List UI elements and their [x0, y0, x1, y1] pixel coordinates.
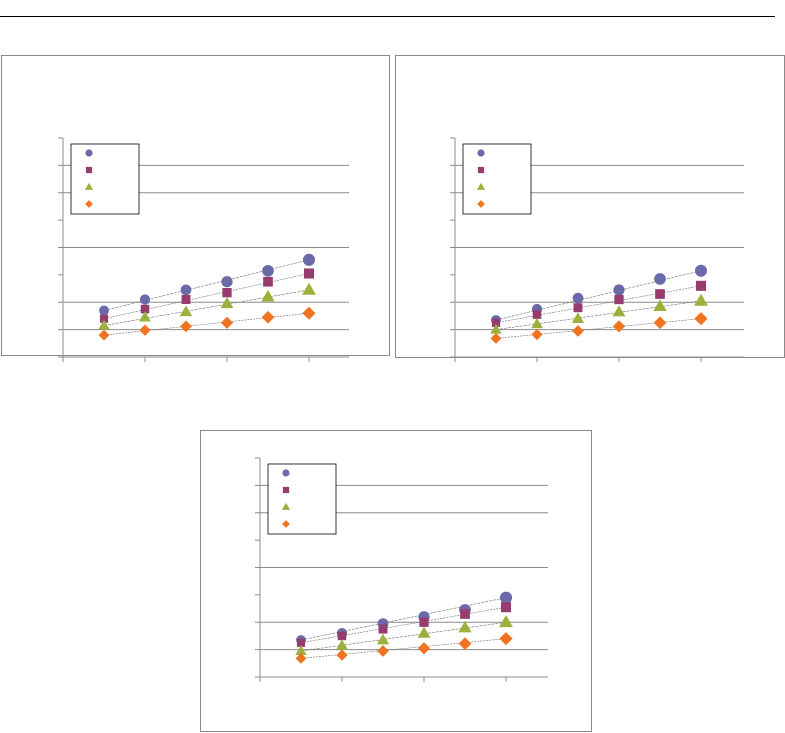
trend-line — [103, 289, 310, 326]
data-point — [614, 294, 624, 305]
data-point — [417, 642, 431, 655]
data-point — [532, 310, 542, 319]
data-point — [531, 318, 543, 329]
legend-marker — [282, 520, 290, 528]
trend-line — [300, 597, 507, 641]
legend — [70, 143, 140, 215]
data-point — [499, 591, 513, 604]
data-point — [378, 624, 388, 634]
legend-marker — [85, 166, 93, 174]
trend-line — [103, 273, 310, 319]
data-point — [336, 649, 348, 661]
legend-marker — [282, 469, 290, 477]
data-point — [654, 273, 666, 285]
data-point — [377, 645, 389, 657]
legend-marker — [477, 166, 485, 174]
chart-2-plot — [450, 137, 744, 362]
trend-line — [495, 270, 702, 321]
data-point — [263, 276, 273, 287]
data-point — [694, 293, 708, 306]
data-point — [261, 289, 275, 302]
trend-line — [495, 318, 702, 339]
data-point — [571, 312, 585, 323]
data-point — [376, 633, 390, 645]
legend-marker — [84, 182, 94, 190]
data-point — [612, 320, 626, 333]
data-point — [295, 645, 307, 655]
data-point — [500, 602, 512, 613]
data-point — [261, 310, 275, 324]
chart-panel-3 — [200, 430, 592, 732]
trend-line — [103, 259, 310, 311]
data-point — [572, 292, 584, 304]
data-point — [613, 284, 625, 296]
data-point — [139, 324, 151, 336]
data-point — [140, 304, 150, 314]
data-point — [491, 318, 501, 327]
data-point — [181, 295, 191, 304]
data-point — [499, 615, 513, 628]
data-point — [336, 639, 348, 650]
trend-line — [495, 300, 702, 330]
data-point — [572, 325, 584, 337]
chart-1-plot — [58, 137, 349, 362]
data-point — [695, 280, 707, 291]
trend-line — [300, 606, 507, 644]
data-point — [655, 289, 665, 299]
data-point — [490, 332, 502, 344]
chart-3-plot — [255, 457, 548, 682]
trend-line — [300, 638, 507, 659]
data-point — [180, 284, 192, 296]
data-point — [303, 268, 315, 279]
legend-marker — [281, 502, 291, 510]
data-point — [417, 626, 431, 638]
legend-marker — [85, 200, 93, 208]
data-point — [531, 328, 543, 341]
data-point — [262, 264, 274, 277]
data-point — [337, 631, 347, 641]
data-point — [458, 620, 472, 633]
chart-panel-1 — [1, 55, 390, 362]
data-point — [302, 253, 316, 266]
data-point — [220, 296, 234, 309]
data-point — [419, 617, 429, 627]
data-point — [222, 288, 232, 298]
data-point — [220, 316, 234, 329]
legend — [267, 463, 337, 535]
trend-line — [495, 285, 702, 324]
data-point — [573, 303, 583, 313]
data-point — [694, 264, 708, 277]
data-point — [694, 312, 708, 326]
data-point — [490, 323, 502, 334]
data-point — [99, 314, 109, 323]
data-point — [99, 305, 109, 316]
data-point — [499, 632, 513, 646]
legend-marker — [282, 486, 290, 494]
data-point — [653, 299, 667, 312]
data-point — [139, 294, 151, 305]
legend-marker — [477, 149, 485, 157]
data-point — [98, 319, 110, 330]
page-header-rule — [0, 16, 775, 17]
data-point — [653, 316, 667, 330]
data-point — [302, 306, 316, 320]
legend-marker — [476, 182, 486, 190]
data-point — [179, 305, 193, 317]
data-point — [221, 276, 233, 288]
legend-marker — [85, 149, 93, 157]
data-point — [139, 311, 151, 322]
data-point — [296, 638, 306, 647]
chart-panel-2 — [395, 55, 785, 362]
data-point — [98, 329, 110, 341]
data-point — [458, 637, 472, 650]
data-point — [302, 282, 316, 295]
data-point — [612, 305, 626, 317]
legend — [462, 143, 532, 215]
data-point — [460, 609, 470, 619]
trend-line — [103, 312, 310, 336]
trend-line — [300, 621, 507, 652]
data-point — [180, 320, 192, 333]
